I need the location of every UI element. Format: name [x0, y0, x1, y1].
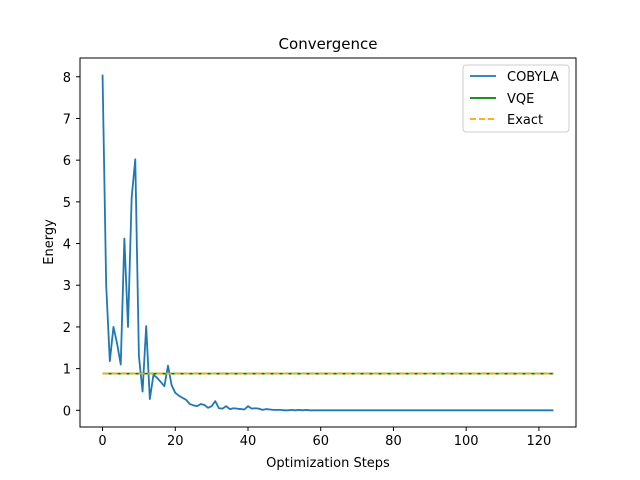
y-tick-label: 1	[63, 363, 71, 378]
chart-title: Convergence	[279, 35, 378, 53]
legend-box	[462, 64, 570, 133]
x-tick-label: 0	[98, 434, 106, 449]
y-tick-label: 4	[63, 238, 71, 253]
plot-frame	[79, 57, 577, 428]
x-tick-label: 80	[385, 434, 402, 449]
y-tick-label: 5	[63, 196, 71, 211]
y-tick-label: 6	[63, 154, 71, 169]
series-layer	[101, 74, 554, 412]
legend-label-cobyla: COBYLA	[507, 70, 559, 85]
series-line-cobyla	[101, 74, 554, 412]
x-tick-label: 100	[454, 434, 479, 449]
y-tick-label: 8	[63, 71, 71, 86]
x-tick-label: 60	[312, 434, 329, 449]
y-tick-label: 3	[63, 279, 71, 294]
y-axis-ticks: 0 1 2 3 4 5 6 7 8	[63, 71, 80, 419]
x-axis-label: Optimization Steps	[266, 456, 390, 471]
legend-label-exact: Exact	[507, 113, 543, 128]
y-axis-label: Energy	[42, 219, 57, 265]
legend-label-vqe: VQE	[507, 92, 534, 107]
x-tick-label: 120	[526, 434, 551, 449]
x-axis-ticks: 0 20 40 60 80 100 120	[98, 427, 551, 449]
x-tick-label: 40	[240, 434, 257, 449]
y-tick-label: 7	[63, 112, 71, 127]
y-tick-label: 2	[63, 321, 71, 336]
y-tick-label: 0	[63, 404, 71, 419]
x-tick-label: 20	[167, 434, 184, 449]
legend: COBYLA VQE Exact	[462, 64, 570, 133]
